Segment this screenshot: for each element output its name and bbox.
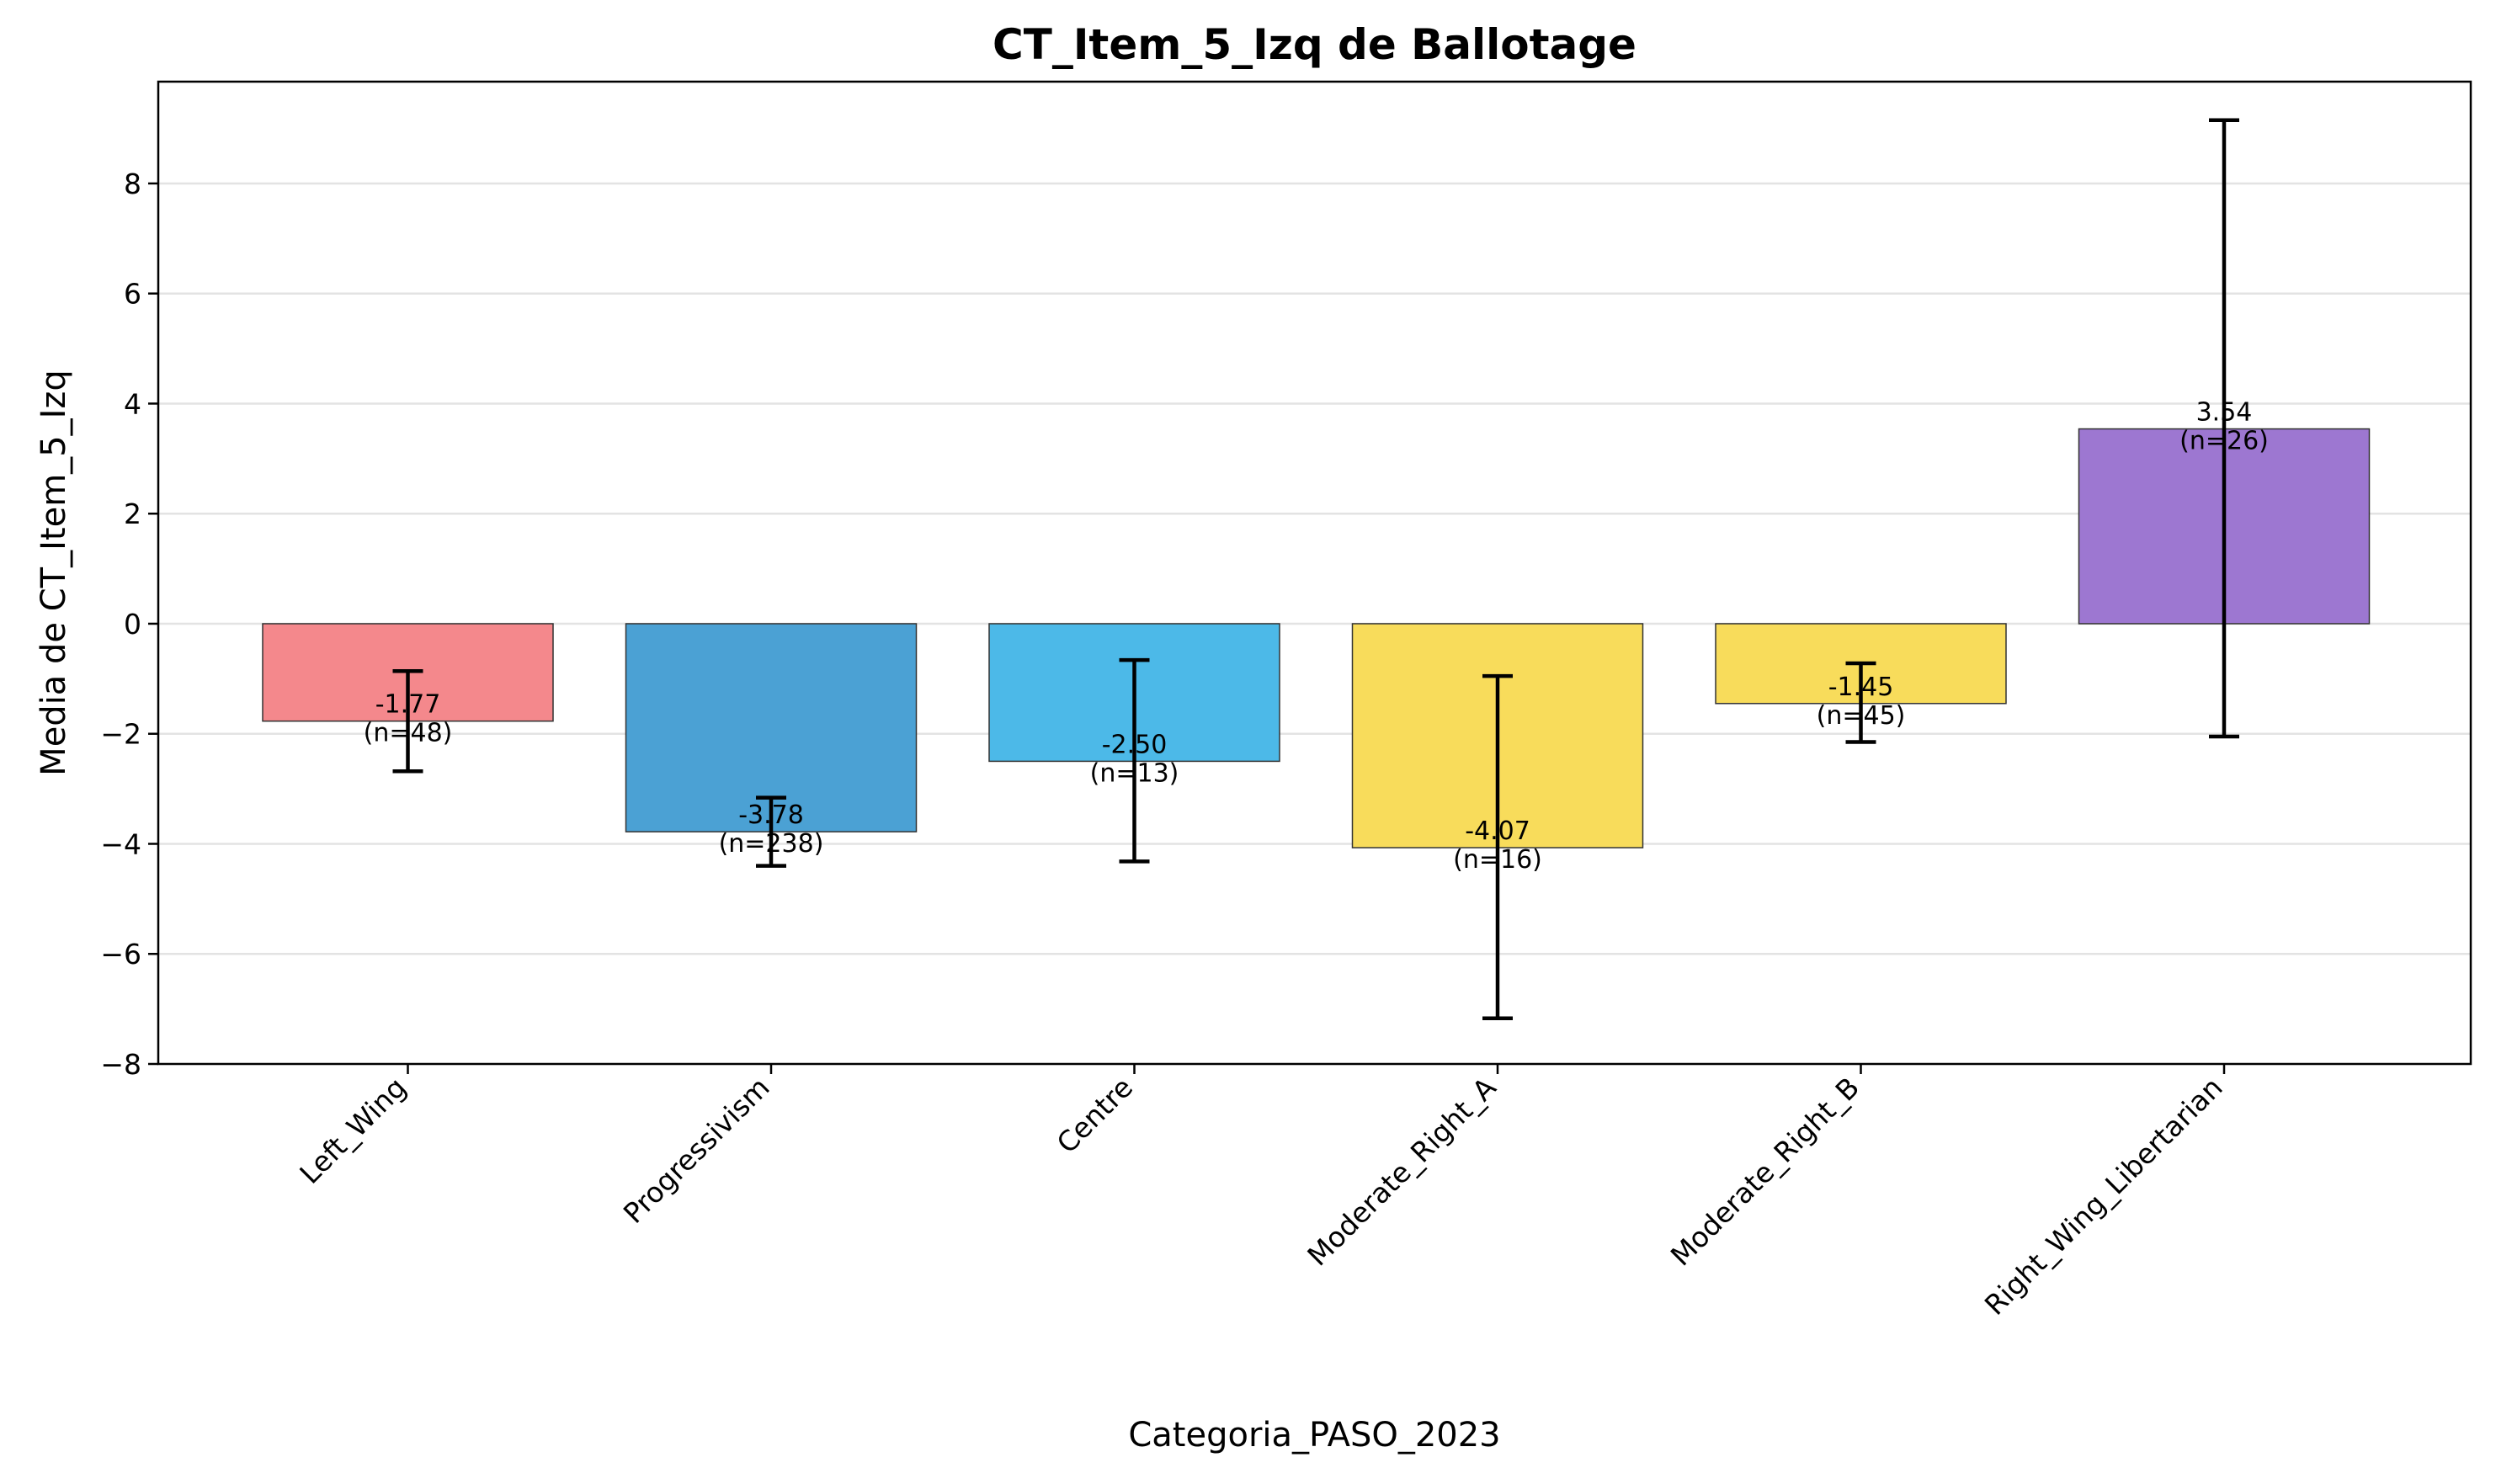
bar-n-label: (n=238) (719, 829, 824, 859)
y-tick-label: −4 (100, 827, 141, 860)
y-axis-label: Media de CT_Item_5_Izq (35, 370, 73, 776)
bar-n-label: (n=45) (1817, 701, 1906, 731)
x-tick-label: Moderate_Right_A (1301, 1071, 1503, 1273)
error-bar (756, 795, 786, 868)
chart-title: CT_Item_5_Izq de Ballotage (993, 20, 1637, 69)
bar-value-label: -1.45 (1828, 673, 1894, 702)
error-bar (1482, 673, 1513, 1020)
bar-value-label: -3.78 (738, 801, 804, 830)
x-tick-label: Left_Wing (293, 1071, 412, 1190)
bar-n-label: (n=13) (1090, 758, 1179, 788)
y-tick-label: 8 (124, 168, 141, 200)
y-tick-label: −8 (100, 1048, 141, 1081)
error-bars (392, 118, 2239, 1020)
bar-n-label: (n=26) (2179, 427, 2269, 456)
error-bar (2209, 118, 2239, 739)
x-tick-label: Moderate_Right_B (1664, 1071, 1865, 1272)
x-tick-label: Right_Wing_Libertarian (1978, 1071, 2229, 1322)
x-axis-label: Categoria_PASO_2023 (1128, 1416, 1500, 1455)
y-tick-label: 4 (124, 387, 141, 420)
bar-n-label: (n=48) (364, 719, 453, 748)
bar-value-label: 3.54 (2196, 398, 2253, 428)
y-tick-label: −2 (100, 718, 141, 751)
bar-labels: -1.77(n=48)-3.78(n=238)-2.50(n=13)-4.07(… (364, 398, 2269, 875)
x-tick-label: Progressivism (617, 1071, 776, 1230)
y-tick-label: 0 (124, 608, 141, 641)
bars (262, 428, 2371, 848)
error-bar (1845, 661, 1876, 744)
plot-frame (157, 80, 2472, 1066)
x-axis-ticks: Left_Wing Progressivism Centre Moderate_Rig… (293, 1064, 2229, 1322)
bar-value-label: -1.77 (375, 690, 441, 720)
x-tick-label: Centre (1051, 1071, 1140, 1160)
y-tick-label: 6 (124, 278, 141, 311)
error-bar (392, 668, 423, 774)
y-tick-label: 2 (124, 497, 141, 530)
y-tick-label: −6 (100, 938, 141, 971)
bar-value-label: -2.50 (1102, 730, 1168, 759)
y-axis-ticks: −8 −6 −4 −2 0 2 4 6 8 (100, 168, 158, 1081)
bar-n-label: (n=16) (1453, 845, 1542, 875)
error-bar (1119, 657, 1150, 864)
bar-value-label: -4.07 (1465, 816, 1530, 846)
